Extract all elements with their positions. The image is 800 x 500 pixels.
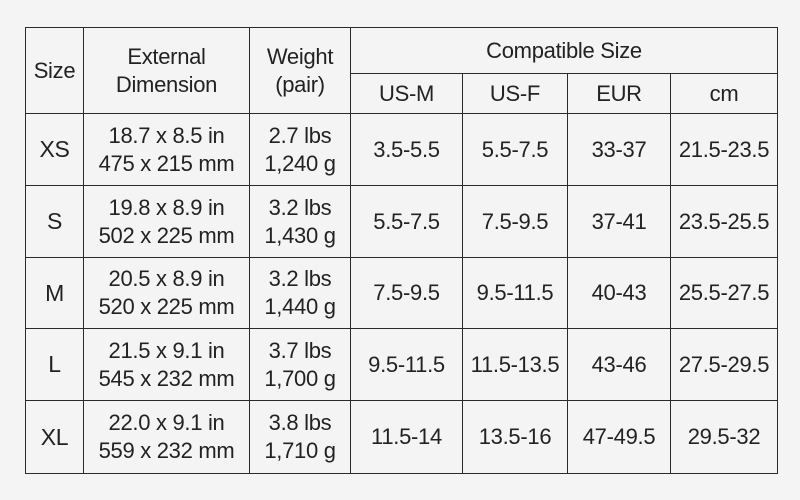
cell-dimension-mm: 545 x 232 mm <box>98 365 235 391</box>
header-compatible-size: Compatible Size <box>349 27 779 74</box>
cell-us-f: 11.5-13.5 <box>462 328 568 401</box>
header-row-main: Size External Dimension Weight (pair) Co… <box>25 27 779 114</box>
cell-dimension-in: 19.8 x 8.9 in <box>108 194 225 220</box>
cell-dimension-mm: 475 x 215 mm <box>98 150 235 176</box>
cell-eur: 43-46 <box>567 328 671 401</box>
cell-cm: 29.5-32 <box>669 400 779 474</box>
size-table: Size External Dimension Weight (pair) Co… <box>25 27 779 474</box>
cell-weight-g: 1,240 g <box>264 150 336 176</box>
cell-dimension-mm: 502 x 225 mm <box>98 222 235 248</box>
cell-cm: 27.5-29.5 <box>669 328 779 401</box>
cell-weight-lbs: 3.8 lbs <box>268 410 332 435</box>
header-eur: EUR <box>567 73 671 114</box>
cell-eur: 47-49.5 <box>567 400 671 474</box>
cell-weight-lbs: 2.7 lbs <box>268 122 332 148</box>
cell-us-f: 7.5-9.5 <box>462 185 568 258</box>
cell-dimension-in: 20.5 x 8.9 in <box>108 266 225 291</box>
cell-eur: 33-37 <box>567 113 671 186</box>
cell-weight: 3.2 lbs 1,430 g <box>249 185 351 258</box>
cell-us-m: 5.5-7.5 <box>350 185 463 258</box>
cell-weight-lbs: 3.7 lbs <box>268 337 332 363</box>
cell-dimension-in: 18.7 x 8.5 in <box>108 122 225 148</box>
cell-eur: 40-43 <box>567 257 671 329</box>
cell-us-m: 7.5-9.5 <box>350 257 463 329</box>
cell-dimension-in: 21.5 x 9.1 in <box>108 337 225 363</box>
header-dimension-line2: Dimension <box>115 71 218 97</box>
header-us-m: US-M <box>350 73 463 114</box>
cell-weight-g: 1,710 g <box>264 438 336 463</box>
cell-dimension-in: 22.0 x 9.1 in <box>108 410 225 435</box>
cell-size: XS <box>25 113 84 186</box>
cell-cm: 23.5-25.5 <box>669 185 779 258</box>
cell-us-f: 5.5-7.5 <box>462 113 568 186</box>
cell-size: S <box>25 185 84 258</box>
cell-dimension: 19.8 x 8.9 in 502 x 225 mm <box>83 185 250 258</box>
header-weight: Weight (pair) <box>249 27 351 114</box>
cell-weight-g: 1,440 g <box>264 294 336 319</box>
cell-us-f: 13.5-16 <box>462 400 568 474</box>
cell-weight-g: 1,430 g <box>264 222 336 248</box>
cell-dimension: 20.5 x 8.9 in 520 x 225 mm <box>83 257 250 329</box>
cell-us-f: 9.5-11.5 <box>462 257 568 329</box>
cell-dimension-mm: 520 x 225 mm <box>98 294 235 319</box>
cell-weight-g: 1,700 g <box>264 365 336 391</box>
cell-cm: 21.5-23.5 <box>669 113 779 186</box>
cell-dimension: 22.0 x 9.1 in 559 x 232 mm <box>83 400 250 474</box>
header-us-f: US-F <box>462 73 568 114</box>
header-weight-line2: (pair) <box>275 71 325 97</box>
cell-size: L <box>25 328 84 401</box>
table-row: XL 22.0 x 9.1 in 559 x 232 mm 3.8 lbs 1,… <box>25 400 779 474</box>
cell-weight-lbs: 3.2 lbs <box>268 266 332 291</box>
cell-weight: 3.8 lbs 1,710 g <box>249 400 351 474</box>
cell-dimension: 18.7 x 8.5 in 475 x 215 mm <box>83 113 250 186</box>
cell-cm: 25.5-27.5 <box>669 257 779 329</box>
cell-dimension-mm: 559 x 232 mm <box>98 438 235 463</box>
cell-weight: 3.7 lbs 1,700 g <box>249 328 351 401</box>
table-row: XS 18.7 x 8.5 in 475 x 215 mm 2.7 lbs 1,… <box>25 113 779 186</box>
cell-size: XL <box>25 400 84 474</box>
header-dimension: External Dimension <box>83 27 250 114</box>
cell-us-m: 11.5-14 <box>350 400 463 474</box>
header-cm: cm <box>669 73 779 114</box>
header-weight-line1: Weight <box>266 43 334 69</box>
header-dimension-line1: External <box>127 43 206 69</box>
cell-size: M <box>25 257 84 329</box>
cell-weight: 3.2 lbs 1,440 g <box>249 257 351 329</box>
table-row: L 21.5 x 9.1 in 545 x 232 mm 3.7 lbs 1,7… <box>25 328 779 401</box>
cell-eur: 37-41 <box>567 185 671 258</box>
table-row: M 20.5 x 8.9 in 520 x 225 mm 3.2 lbs 1,4… <box>25 257 779 329</box>
header-size: Size <box>25 27 84 114</box>
table-row: S 19.8 x 8.9 in 502 x 225 mm 3.2 lbs 1,4… <box>25 185 779 258</box>
cell-weight-lbs: 3.2 lbs <box>268 194 332 220</box>
cell-us-m: 3.5-5.5 <box>350 113 463 186</box>
cell-us-m: 9.5-11.5 <box>350 328 463 401</box>
cell-weight: 2.7 lbs 1,240 g <box>249 113 351 186</box>
cell-dimension: 21.5 x 9.1 in 545 x 232 mm <box>83 328 250 401</box>
